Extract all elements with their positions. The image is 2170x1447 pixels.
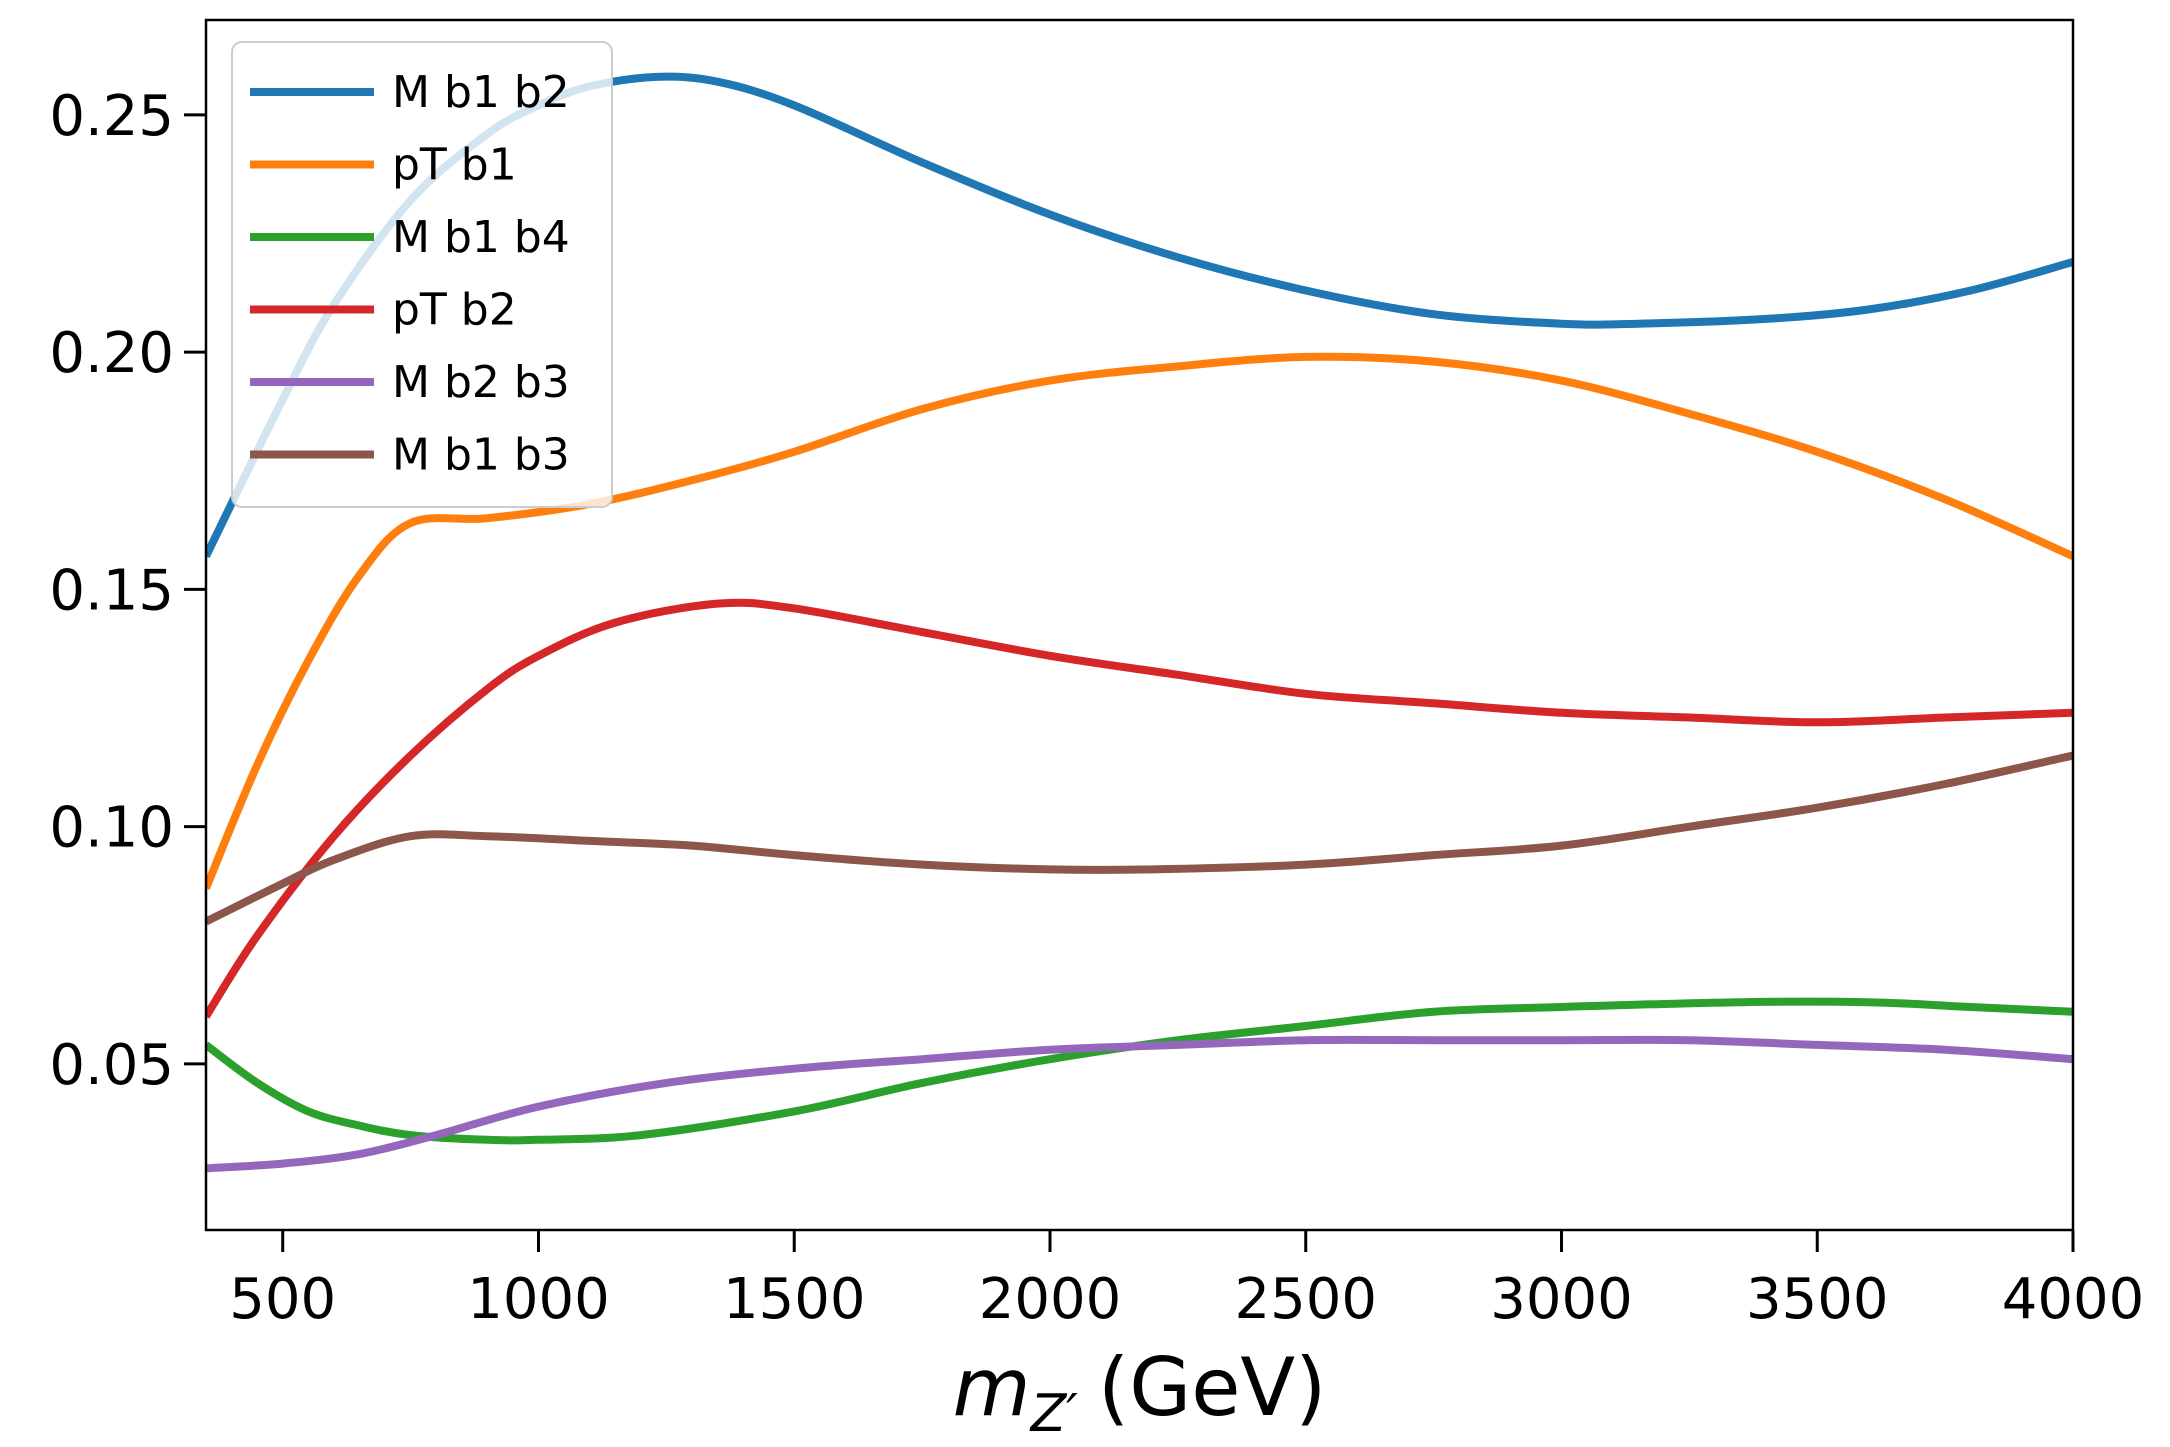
y-tick-label: 0.05 bbox=[49, 1033, 174, 1098]
x-tick-label: 1000 bbox=[467, 1267, 610, 1332]
y-axis: 0.05 0.10 0.15 0.20 0.25 bbox=[49, 84, 206, 1098]
legend-label-0: M b1 b2 bbox=[392, 67, 570, 118]
series-line-4 bbox=[206, 1035, 2073, 1173]
plot-frame bbox=[204, 18, 2075, 1232]
series-line-2 bbox=[206, 997, 2073, 1145]
legend-box bbox=[231, 41, 613, 508]
x-tick-label: 500 bbox=[229, 1267, 336, 1332]
y-tick-label: 0.10 bbox=[49, 796, 174, 861]
legend-label-2: M b1 b4 bbox=[392, 212, 570, 263]
x-tick-label: 3500 bbox=[1746, 1267, 1889, 1332]
x-tick-label: 2500 bbox=[1234, 1267, 1377, 1332]
legend-label-1: pT b1 bbox=[392, 140, 517, 191]
series-line-5 bbox=[206, 751, 2073, 926]
legend-label-4: M b2 b3 bbox=[392, 357, 570, 408]
y-tick-label: 0.25 bbox=[49, 84, 174, 149]
x-tick-label: 1500 bbox=[723, 1267, 866, 1332]
legend-label-5: M b1 b3 bbox=[392, 430, 570, 481]
x-axis-label-subscript: Z′ bbox=[1029, 1384, 1079, 1444]
y-tick-label: 0.20 bbox=[49, 321, 174, 386]
legend-label-3: pT b2 bbox=[392, 285, 517, 336]
x-tick-label: 3000 bbox=[1490, 1267, 1633, 1332]
x-axis-label-unit: (GeV) bbox=[1098, 1341, 1326, 1434]
series-line-3 bbox=[206, 598, 2073, 1019]
x-tick-label: 4000 bbox=[2002, 1267, 2145, 1332]
y-tick-label: 0.15 bbox=[49, 558, 174, 623]
x-axis-label-symbol: m bbox=[953, 1341, 1031, 1434]
x-axis-label: mZ′ (GeV) bbox=[953, 1341, 1327, 1444]
series-line-1 bbox=[206, 352, 2073, 890]
x-tick-label: 2000 bbox=[979, 1267, 1122, 1332]
legend: M b1 b2 pT b1 M b1 b4 pT b2 M b2 b3 M b1 b3 bbox=[231, 41, 613, 508]
x-axis: 500 1000 1500 2000 2500 3000 3500 4000 bbox=[229, 1230, 2144, 1332]
